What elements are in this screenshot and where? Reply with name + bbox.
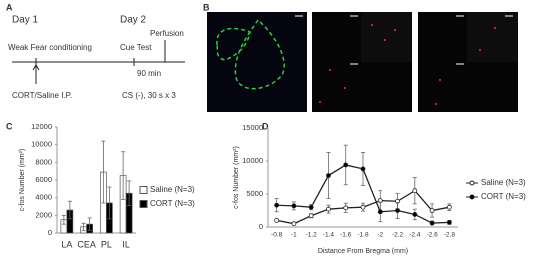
marker	[360, 204, 366, 210]
step-label: Weak Fear conditioning	[8, 43, 92, 52]
x-tick-label: PL	[101, 239, 112, 249]
marker	[343, 205, 349, 211]
y-tick-label: 2000	[35, 210, 52, 219]
y-tick-label: 4000	[35, 193, 52, 202]
x-tick-label: -2.4	[409, 232, 421, 239]
x-tick-label: -2.2	[392, 232, 404, 239]
x-tick-label: -1.4	[323, 232, 335, 239]
step-label: Perfusion	[150, 29, 184, 38]
step-label: CORT/Saline I.P.	[12, 91, 72, 100]
y-axis-label: c-fos Number (mm²)	[19, 149, 26, 212]
x-tick-label: -1.6	[340, 232, 352, 239]
marker	[326, 173, 331, 178]
legend-label: CORT (N=3)	[150, 199, 195, 208]
x-tick-label: -2.8	[444, 232, 456, 239]
marker	[395, 208, 400, 213]
marker	[274, 202, 280, 208]
y-tick-label: 6000	[35, 175, 52, 184]
legend-swatch	[139, 200, 148, 208]
panel-label: B	[203, 2, 210, 12]
marker	[326, 206, 331, 212]
marker	[446, 204, 452, 210]
day-label: Day 2	[120, 15, 147, 26]
x-tick-label: IL	[122, 239, 130, 249]
marker	[274, 217, 280, 223]
y-tick-label: 0	[48, 228, 52, 237]
x-tick-label: LA	[61, 239, 72, 249]
x-axis-label: Distance From Bregma (mm)	[318, 248, 408, 255]
x-tick-label: -1.2	[306, 232, 318, 239]
marker	[412, 212, 418, 217]
marker	[429, 220, 435, 226]
panel-label: A	[6, 2, 13, 12]
interval-label: 90 min	[137, 69, 161, 78]
y-tick-label: 15000	[242, 123, 263, 132]
marker	[308, 213, 314, 219]
marker	[377, 209, 383, 215]
y-axis-label: c-fos Number (mm²)	[233, 146, 240, 209]
marker	[429, 208, 435, 213]
step-label: Cue Test	[120, 43, 152, 52]
day-label: Day 1	[12, 15, 39, 26]
legend-swatch	[469, 194, 475, 200]
y-tick-label: 5000	[246, 189, 263, 198]
y-tick-label: 0	[259, 222, 263, 231]
marker	[291, 221, 297, 227]
x-tick-label: -2.6	[426, 232, 438, 239]
x-tick-label: -1	[291, 232, 297, 239]
panel-label: D	[262, 121, 269, 131]
legend-label: Saline (N=3)	[481, 178, 526, 187]
marker	[360, 166, 366, 172]
x-tick-label: -0.8	[271, 232, 283, 239]
step-label: CS (-), 30 s x 3	[122, 91, 176, 100]
legend-label: Saline (N=3)	[150, 185, 195, 194]
marker	[412, 188, 418, 194]
marker	[291, 203, 297, 209]
marker	[308, 204, 314, 210]
marker	[446, 219, 452, 225]
legend-label: CORT (N=3)	[481, 192, 526, 201]
y-tick-label: 8000	[35, 157, 52, 166]
panel-label: C	[6, 121, 13, 131]
legend-swatch	[139, 186, 148, 194]
x-tick-label: -2	[377, 232, 383, 239]
micrograph	[207, 12, 518, 112]
x-tick-label: -1.8	[357, 232, 369, 239]
y-tick-label: 10000	[242, 156, 263, 165]
x-tick-label: CEA	[77, 239, 96, 249]
marker	[343, 162, 349, 168]
y-tick-label: 10000	[31, 140, 52, 149]
y-tick-label: 12000	[31, 122, 52, 131]
legend-swatch	[469, 180, 475, 186]
timeline	[12, 40, 185, 84]
